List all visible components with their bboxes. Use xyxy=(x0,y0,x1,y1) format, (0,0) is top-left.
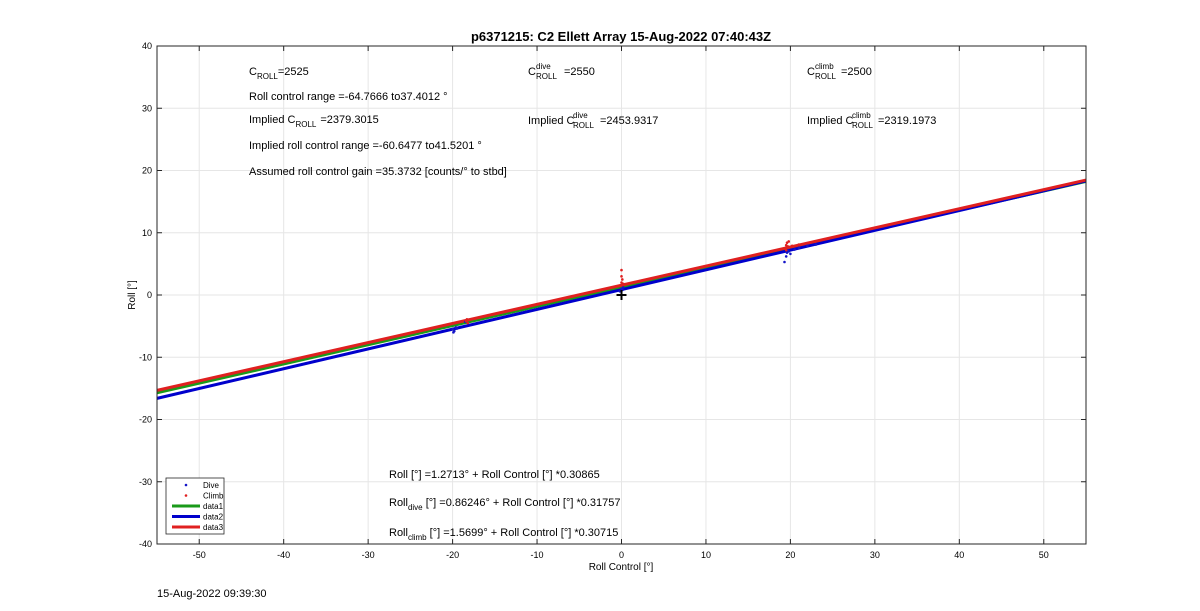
series-layer xyxy=(156,178,1087,400)
dive-point xyxy=(787,250,791,253)
annotation-implied-roll-range: Implied roll control range =-60.6477 to4… xyxy=(249,140,482,152)
x-tick-label: 50 xyxy=(1039,550,1049,560)
climb-point xyxy=(790,244,794,248)
climb-point xyxy=(621,282,625,286)
equation-climb: Rollclimb [°] =1.5699° + Roll Control [°… xyxy=(389,527,618,542)
annotation-c-roll-climb: C xyxy=(807,66,815,78)
tick-marks xyxy=(157,45,1086,545)
tick-labels: -50 -40 -30 -20 -10 0 10 20 30 40 50 -40 -30 -20 -10 0 1… xyxy=(139,41,1049,560)
y-tick-label: -30 xyxy=(139,477,152,487)
x-tick-label: -30 xyxy=(362,550,375,560)
dive-point xyxy=(452,331,455,334)
legend-data1-label: data1 xyxy=(203,502,224,511)
y-tick-label: 20 xyxy=(142,166,152,176)
annotation-implied-c-roll-dive-value: =2453.9317 xyxy=(600,115,658,127)
legend-data3-label: data3 xyxy=(203,523,224,532)
annotation-implied-c-roll-climb-sup: climb xyxy=(852,111,871,120)
print-timestamp: 15-Aug-2022 09:39:30 xyxy=(157,588,267,600)
x-tick-label: 30 xyxy=(870,550,880,560)
legend-climb-marker xyxy=(184,494,188,497)
dive-point xyxy=(451,327,454,331)
dive-point xyxy=(814,243,818,246)
climb-point xyxy=(620,275,623,278)
equation-dive: Rolldive [°] =0.86246° + Roll Control [°… xyxy=(389,497,621,512)
x-tick-label: 0 xyxy=(619,550,624,560)
y-tick-label: -40 xyxy=(139,539,152,549)
annotation-c-roll: CROLL=2525 xyxy=(249,66,309,81)
annotation-roll-control-range: Roll control range =-64.7666 to37.4012 ° xyxy=(249,91,448,103)
legend: Dive Climb data1 data2 data3 xyxy=(165,477,225,535)
x-tick-label: 20 xyxy=(785,550,795,560)
legend-data2-label: data2 xyxy=(203,513,224,522)
dive-point xyxy=(621,286,625,289)
annotation-implied-c-roll-climb-value: =2319.1973 xyxy=(878,115,936,127)
dive-point xyxy=(806,244,809,248)
annotation-implied-c-roll-dive-sub: ROLL xyxy=(573,121,594,130)
dive-point xyxy=(618,289,622,293)
legend-dive-label: Dive xyxy=(203,481,220,490)
chart-title: p6371215: C2 Ellett Array 15-Aug-2022 07… xyxy=(471,29,771,44)
y-tick-label: -10 xyxy=(139,352,152,362)
annotations: CROLL=2525 C dive ROLL =2550 C climb ROL… xyxy=(249,62,936,542)
annotation-c-roll-climb-sup: climb xyxy=(815,62,834,71)
x-axis-label: Roll Control [°] xyxy=(589,562,654,573)
annotation-c-roll-dive-sup: dive xyxy=(536,62,551,71)
annotation-c-roll-dive-sub: ROLL xyxy=(536,72,557,81)
legend-climb-label: Climb xyxy=(203,492,224,501)
annotation-c-roll-dive: C xyxy=(528,66,536,78)
dive-point xyxy=(789,252,792,256)
x-tick-label: -20 xyxy=(446,550,459,560)
climb-point xyxy=(620,268,623,272)
annotation-c-roll-climb-sub: ROLL xyxy=(815,72,836,81)
annotation-implied-c-roll-dive-sup: dive xyxy=(573,111,588,120)
annotation-implied-c-roll-climb: Implied C xyxy=(807,115,854,127)
annotation-implied-c-roll: Implied CROLL =2379.3015 xyxy=(249,114,379,129)
climb-point xyxy=(784,248,788,252)
x-tick-label: -10 xyxy=(531,550,544,560)
climb-point xyxy=(465,317,469,321)
legend-dive-marker xyxy=(184,483,188,487)
dive-point xyxy=(797,246,801,249)
x-tick-label: 10 xyxy=(701,550,711,560)
climb-point xyxy=(619,284,622,287)
x-tick-label: 40 xyxy=(954,550,964,560)
dive-point xyxy=(455,327,459,330)
climb-point xyxy=(797,243,801,246)
annotation-implied-c-roll-climb-sub: ROLL xyxy=(852,121,873,130)
annotation-implied-c-roll-dive: Implied C xyxy=(528,115,575,127)
x-tick-label: -40 xyxy=(277,550,290,560)
dive-point xyxy=(784,255,788,258)
climb-point xyxy=(787,240,791,243)
climb-point xyxy=(786,245,790,248)
dive-point xyxy=(783,260,786,264)
y-tick-label: 0 xyxy=(147,290,152,300)
annotation-c-roll-climb-value: =2500 xyxy=(841,66,872,78)
dive-point xyxy=(793,248,796,251)
y-axis-label: Roll [°] xyxy=(127,280,138,310)
climb-point xyxy=(621,278,624,281)
y-tick-label: 40 xyxy=(142,41,152,51)
annotation-c-roll-dive-value: =2550 xyxy=(564,66,595,78)
climb-point xyxy=(466,321,470,325)
y-tick-label: -20 xyxy=(139,415,152,425)
y-tick-label: 10 xyxy=(142,228,152,238)
x-tick-label: -50 xyxy=(193,550,206,560)
equation-all: Roll [°] =1.2713° + Roll Control [°] *0.… xyxy=(389,469,600,481)
y-tick-label: 30 xyxy=(142,103,152,113)
annotation-assumed-gain: Assumed roll control gain =35.3732 [coun… xyxy=(249,166,507,178)
